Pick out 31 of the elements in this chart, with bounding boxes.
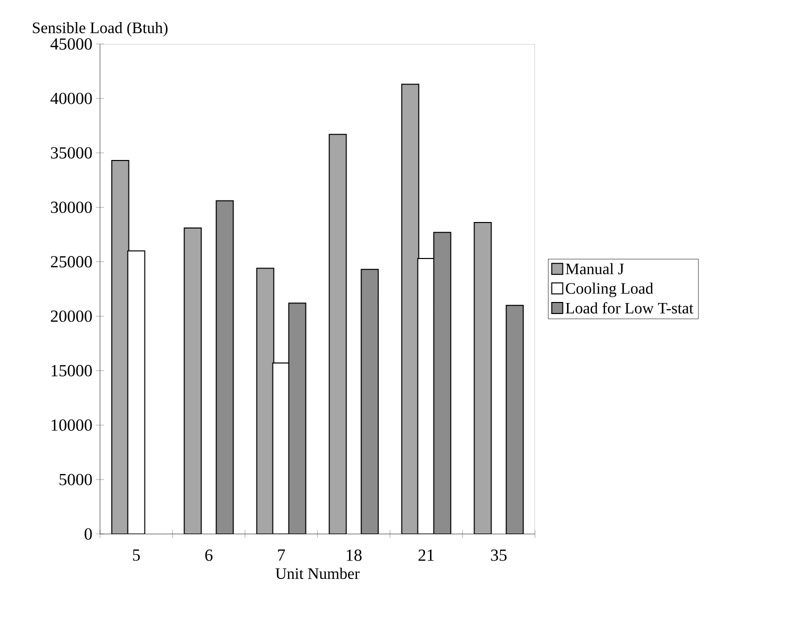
x-tick-label: 5	[133, 550, 140, 561]
bar	[506, 304, 524, 534]
y-tick-label: 0	[84, 528, 92, 540]
x-tick-label: 7	[278, 550, 286, 561]
y-tick-label: 20000	[50, 310, 92, 322]
x-tick-label: 18	[346, 550, 362, 561]
y-tick-label: 40000	[50, 92, 92, 104]
legend-label: Load for Low T-stat	[566, 302, 694, 314]
bar	[328, 134, 347, 534]
y-tick-label: 25000	[50, 256, 92, 268]
y-tick-label: 10000	[52, 419, 92, 431]
y-tick-label: 15000	[52, 364, 92, 376]
bar	[474, 222, 492, 534]
bar	[360, 268, 379, 534]
text: Cooling Load	[566, 282, 654, 298]
y-tick-label: 5000	[60, 474, 92, 486]
bar	[401, 84, 420, 534]
y-tick-label: 35000	[50, 147, 92, 159]
x-tick-label: 35	[491, 550, 507, 561]
legend-label: Manual J	[566, 263, 624, 274]
bar	[288, 302, 306, 534]
bar	[184, 228, 202, 534]
bar	[256, 268, 274, 534]
y-tick-label: 30000	[50, 202, 92, 214]
x-axis-title: Unit Number	[276, 568, 360, 579]
x-tick-label: 21	[418, 550, 434, 561]
bar	[433, 232, 452, 534]
x-tick-label: 6	[205, 550, 212, 561]
bar	[216, 200, 234, 534]
y-tick-label: 45000	[50, 38, 92, 50]
y-axis-title: Sensible Load (Btuh)	[32, 22, 168, 36]
